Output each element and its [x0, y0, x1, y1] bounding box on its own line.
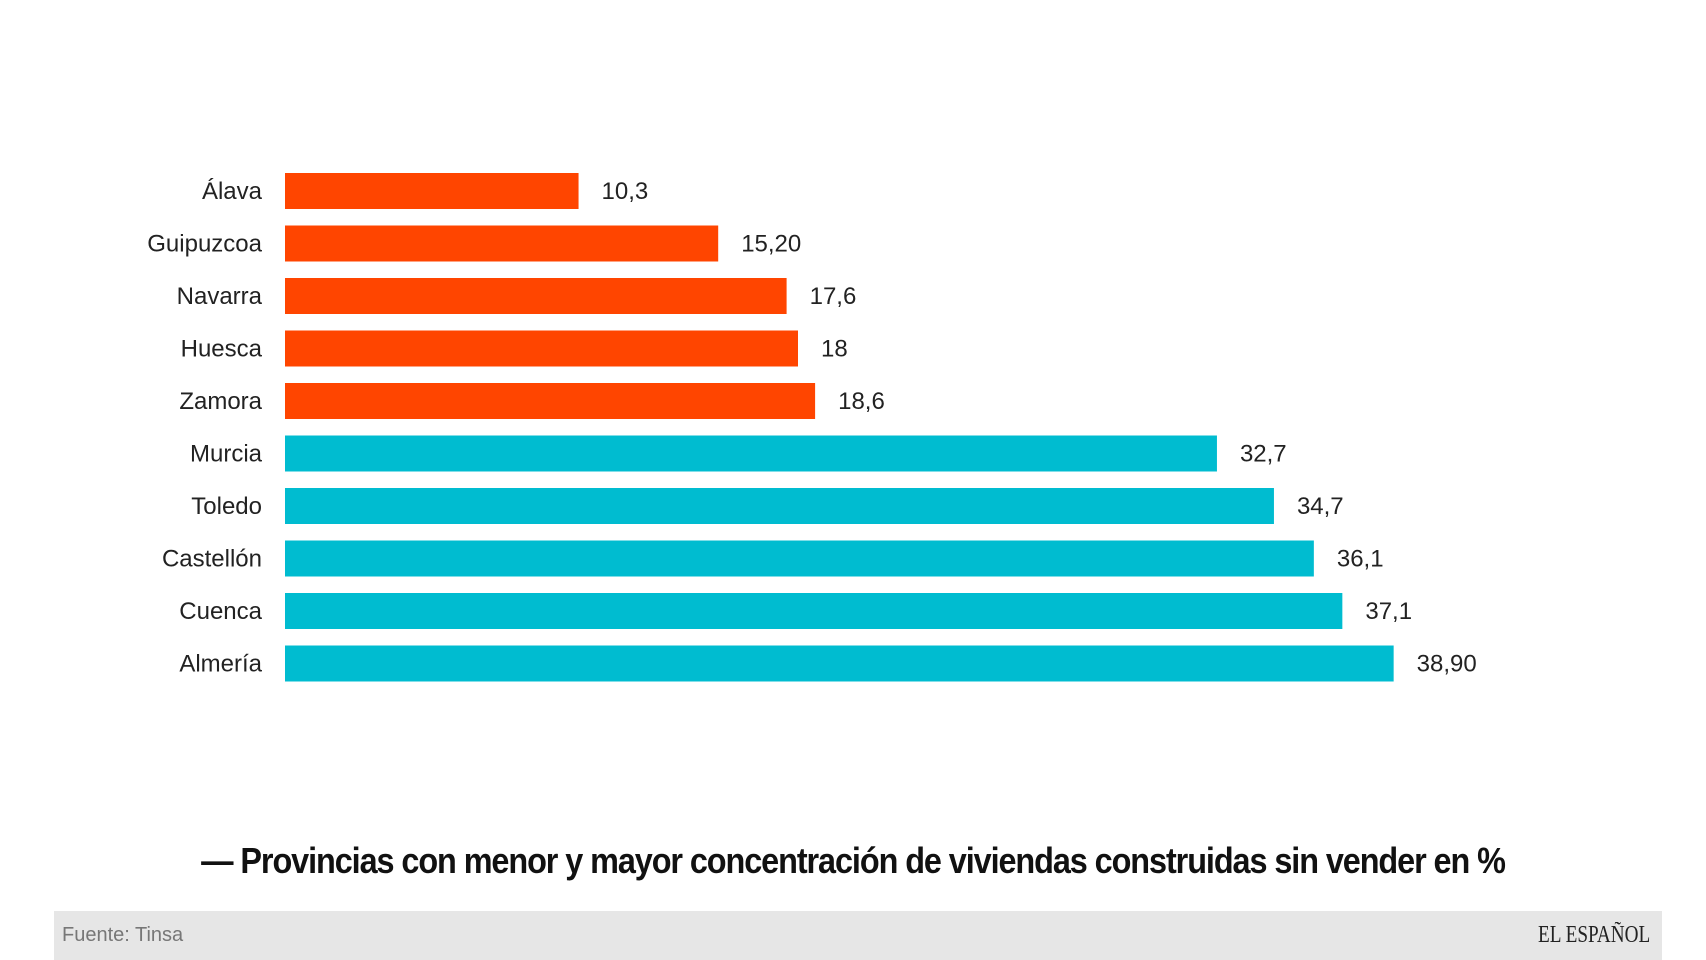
category-label: Álava [202, 178, 263, 205]
category-label: Almería [179, 651, 262, 678]
footer-bar: Fuente: Tinsa EL ESPAÑOL [54, 911, 1662, 960]
bar-6 [285, 488, 1274, 524]
category-label: Navarra [177, 283, 263, 310]
value-label: 15,20 [741, 231, 801, 258]
value-label: 38,90 [1417, 651, 1477, 678]
bar-1 [285, 225, 719, 262]
source-note: Fuente: Tinsa [62, 924, 184, 946]
bar-0 [285, 173, 579, 209]
value-label: 17,6 [810, 283, 857, 310]
chart-title: — Provincias con menor y mayor concentra… [201, 840, 1506, 881]
category-label: Guipuzcoa [147, 231, 262, 258]
category-label: Toledo [191, 493, 262, 520]
value-label: 10,3 [602, 178, 649, 205]
bar-7 [285, 540, 1314, 577]
bar-5 [285, 435, 1217, 472]
value-label: 18,6 [838, 388, 885, 415]
brand-logo: EL ESPAÑOL [1537, 922, 1650, 948]
bar-4 [285, 383, 816, 419]
category-label: Castellón [162, 546, 262, 573]
bar-9 [285, 645, 1394, 682]
value-label: 32,7 [1240, 441, 1287, 468]
bar-chart: Álava 10,3 Guipuzcoa 15,20 Navarra 17,6 Huesca… [147, 173, 1477, 682]
bar-8 [285, 593, 1343, 629]
category-label: Murcia [190, 441, 263, 468]
category-label: Huesca [181, 336, 263, 363]
category-label: Zamora [179, 388, 262, 415]
value-label: 36,1 [1337, 546, 1384, 573]
value-label: 34,7 [1297, 493, 1344, 520]
bar-2 [285, 278, 787, 314]
category-label: Cuenca [179, 598, 262, 625]
value-label: 37,1 [1365, 598, 1412, 625]
bar-3 [285, 330, 798, 367]
value-label: 18 [821, 336, 848, 363]
